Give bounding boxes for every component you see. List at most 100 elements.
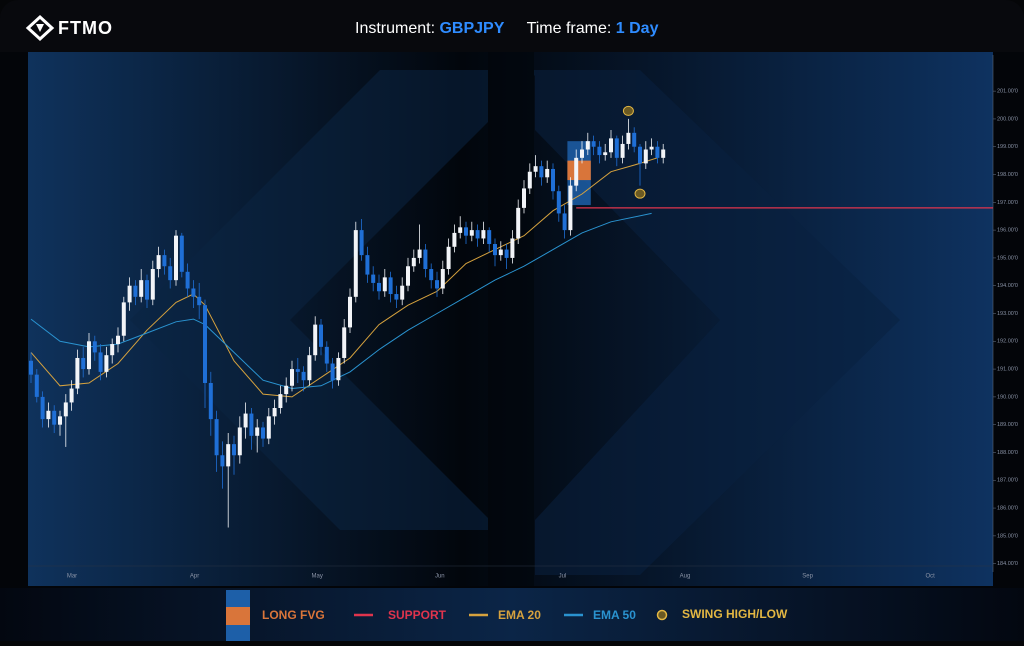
- y-tick-label: 196.00'0: [997, 228, 1018, 234]
- x-tick-label: May: [312, 574, 323, 580]
- decor-bar: [488, 52, 534, 586]
- candle-body: [121, 302, 126, 336]
- candle-body: [237, 427, 242, 456]
- y-tick-label: 185.00'0: [997, 533, 1018, 539]
- candle-body: [574, 157, 579, 186]
- legend-label: EMA 50: [593, 608, 636, 622]
- candle-body: [92, 341, 97, 353]
- candle-body: [58, 416, 62, 425]
- candle-body: [319, 324, 323, 347]
- candle-body: [145, 280, 149, 300]
- candle-body: [603, 152, 608, 156]
- y-tick-label: 186.00'0: [997, 506, 1018, 512]
- candle-body: [342, 327, 347, 358]
- candle-body: [643, 149, 648, 164]
- swing-marker: [622, 105, 634, 116]
- candle-body: [638, 146, 642, 164]
- candle-body: [435, 280, 439, 289]
- logo-icon: [25, 14, 55, 42]
- candle-body: [475, 230, 480, 239]
- candle-body: [203, 305, 207, 383]
- x-tick-label: Aug: [680, 574, 691, 580]
- candle-body: [539, 166, 544, 178]
- candle-body: [290, 369, 294, 386]
- candle-body: [185, 271, 190, 289]
- candle-body: [365, 255, 370, 275]
- candle-body: [249, 413, 254, 436]
- legend-label: SWING HIGH/LOW: [682, 607, 788, 621]
- y-tick-label: 198.00'0: [997, 172, 1018, 178]
- candle-body: [307, 355, 312, 381]
- candle-body: [133, 285, 138, 297]
- candle-body: [516, 207, 521, 239]
- candle-body: [510, 238, 515, 258]
- candle-body: [469, 230, 474, 236]
- candle-body: [585, 141, 590, 150]
- candle-body: [626, 132, 631, 144]
- candle-body: [655, 146, 660, 158]
- candle-body: [614, 138, 619, 158]
- candle-body: [29, 360, 33, 375]
- candle-body: [452, 232, 457, 247]
- candle-body: [597, 146, 602, 156]
- candle-body: [197, 296, 202, 306]
- y-tick-label: 194.00'0: [997, 283, 1018, 289]
- candle-body: [556, 191, 561, 214]
- logo: FTMO: [25, 14, 113, 42]
- candle-body: [232, 444, 236, 456]
- candle-body: [417, 249, 422, 258]
- instrument: GBPJPY: [439, 20, 504, 37]
- y-tick-label: 197.00'0: [997, 200, 1018, 206]
- header-label: Instrument: GBPJPY Time frame: 1 Day: [355, 20, 659, 37]
- legend-swing-swatch: [656, 609, 668, 621]
- candle-body: [504, 249, 509, 258]
- timeframe: 1 Day: [616, 20, 659, 37]
- candle-body: [406, 266, 410, 286]
- candle-body: [266, 416, 271, 439]
- candle-body: [487, 230, 492, 245]
- brand: FTMO: [58, 18, 113, 38]
- candle-body: [98, 352, 103, 372]
- y-tick-label: 190.00'0: [997, 394, 1018, 400]
- candle-body: [382, 277, 387, 292]
- decor: [130, 52, 900, 586]
- candle-body: [429, 269, 434, 281]
- candle-body: [162, 255, 167, 267]
- candle-body: [411, 257, 416, 267]
- candle-body: [127, 285, 132, 303]
- candle-body: [330, 363, 335, 381]
- instrument-label: Instrument:: [355, 20, 435, 37]
- candle-body: [336, 357, 341, 381]
- y-tick-label: 184.00'0: [997, 561, 1018, 567]
- candle-body: [40, 396, 45, 420]
- x-tick-label: Apr: [190, 574, 199, 580]
- candle-body: [208, 382, 213, 420]
- fvg-gap: [567, 160, 591, 181]
- candle-body: [580, 149, 584, 158]
- candle-body: [179, 235, 184, 272]
- candle-body: [493, 244, 497, 256]
- y-tick-label: 187.00'0: [997, 478, 1018, 484]
- candle-body: [150, 269, 155, 300]
- swing-marker: [634, 188, 646, 199]
- candle-body: [301, 371, 306, 381]
- candle-body: [255, 427, 260, 436]
- y-tick-label: 200.00'0: [997, 116, 1018, 122]
- legend-band: [0, 588, 1024, 641]
- candle-body: [359, 230, 364, 256]
- candle-body: [661, 149, 666, 158]
- candle-body: [609, 138, 613, 153]
- candle-body: [104, 355, 109, 372]
- candle-body: [75, 357, 80, 389]
- candle-body: [168, 266, 173, 281]
- legend-fvg-swatch: [226, 607, 250, 625]
- logo-icon: [36, 24, 44, 32]
- candle-body: [591, 141, 596, 147]
- candle-body: [440, 269, 445, 289]
- candle-body: [220, 455, 225, 467]
- candle-body: [394, 294, 399, 300]
- candle-body: [324, 346, 329, 364]
- x-tick-label: Sep: [802, 574, 813, 580]
- candle-body: [139, 280, 144, 297]
